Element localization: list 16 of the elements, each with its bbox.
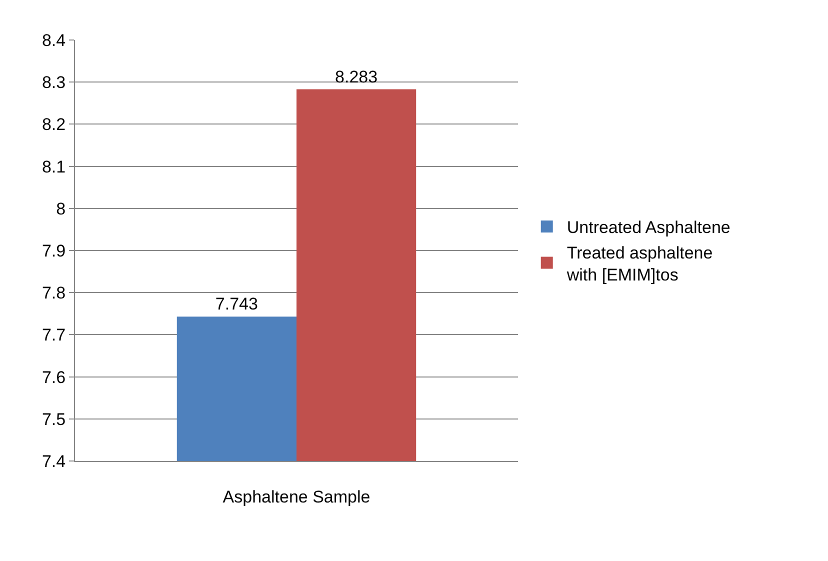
legend-label: Treated asphaltene with [EMIM]tos (566, 243, 713, 284)
y-tick-label: 8.1 (42, 157, 66, 176)
y-tick-label: 8.2 (42, 115, 66, 134)
data-label: 7.743 (215, 294, 258, 314)
legend-label: Untreated Asphaltene (566, 218, 730, 238)
y-tick-label: 8.3 (42, 73, 66, 92)
y-tick-label: 8 (56, 199, 66, 218)
data-label: 8.283 (335, 67, 378, 86)
y-tick-label: 7.8 (42, 284, 66, 303)
y-tick-label: 8.4 (42, 30, 66, 50)
y-tick-label: 7.6 (42, 368, 66, 387)
x-tick-label: Asphaltene Sample (222, 487, 370, 506)
y-tick-label: 7.4 (42, 452, 66, 471)
y-tick-label: 7.5 (42, 410, 66, 429)
y-tick-label: 7.9 (42, 241, 66, 260)
y-tick-label: 7.7 (42, 326, 66, 345)
